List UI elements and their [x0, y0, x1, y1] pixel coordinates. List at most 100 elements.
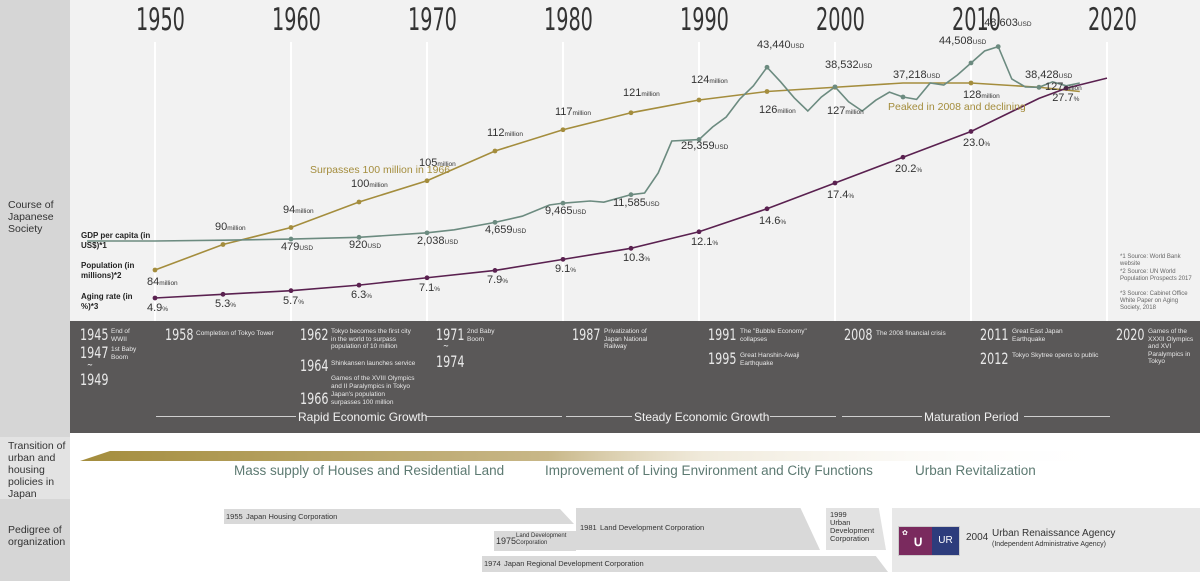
value-number: 94 [283, 203, 296, 216]
value-unit: % [570, 267, 577, 275]
gdp-value-label: 11,585USD [613, 197, 660, 209]
value-number: 4,659 [485, 224, 513, 237]
value-number: 9.1 [555, 263, 571, 276]
value-number: 112 [487, 127, 505, 139]
value-number: 5.3 [215, 298, 231, 311]
value-unit: USD [926, 73, 941, 80]
event-year: 2008 [844, 325, 873, 344]
decade-heading: 2020 [1088, 2, 1137, 38]
period-line [842, 416, 922, 417]
gdp-point [968, 60, 974, 66]
aging-series-label: Aging rate (in %)*3 [81, 292, 133, 311]
value-unit: USD [512, 228, 527, 236]
gdp-series-label: GDP per capita (in US$)*1 [81, 231, 151, 250]
aging-point [1063, 85, 1069, 91]
aging-point [764, 206, 770, 212]
period-steady-growth: Steady Economic Growth [634, 410, 770, 424]
value-unit: % [780, 218, 787, 226]
population-value-label: 90million [215, 221, 246, 233]
org-name: Urban Renaissance Agency [992, 528, 1116, 539]
gdp-value-label: 9,465USD [545, 205, 586, 217]
policy-urban-revitalization: Urban Revitalization [915, 463, 1036, 478]
org-name: Japan Housing Corporation [246, 512, 338, 521]
org-year: 1974 [484, 559, 501, 568]
gdp-value-label: 920USD [349, 239, 381, 251]
value-unit: % [712, 239, 719, 247]
gdp-value-label: 4,659USD [485, 224, 526, 236]
gdp-point [288, 236, 294, 242]
policy-arrow [80, 451, 1120, 461]
surpasses-annotation: Surpasses 100 million in 1966 [310, 164, 451, 176]
value-unit: million [981, 93, 1000, 100]
value-unit: million [504, 131, 523, 138]
population-value-label: 124million [691, 74, 728, 86]
value-unit: million [227, 224, 246, 232]
value-unit: % [230, 302, 237, 310]
gdp-point [900, 94, 906, 100]
value-number: 100 [351, 178, 370, 190]
decade-heading: 1950 [136, 2, 185, 38]
period-line [566, 416, 632, 417]
org-year: 1955 [226, 512, 243, 521]
source-note-3: *3 Source: Cabinet Office White Paper on… [1120, 291, 1188, 311]
value-unit: million [572, 109, 591, 117]
value-number: 84 [147, 276, 160, 288]
org-name: Japan Regional Development Corporation [504, 559, 644, 568]
aging-point [424, 275, 430, 281]
aging-value-label: 14.6% [759, 215, 786, 227]
period-rapid-growth: Rapid Economic Growth [298, 410, 428, 424]
org-year: 2004 [966, 532, 989, 543]
org-year: 1999 [830, 510, 847, 519]
aging-point [832, 180, 838, 186]
value-unit: USD [645, 200, 660, 208]
event-year: 2020 [1116, 325, 1145, 344]
population-point [220, 242, 226, 247]
event-year: 1962 [300, 325, 329, 344]
population-value-label: 112million [487, 127, 523, 139]
value-number: 9,465 [545, 205, 573, 218]
value-number: 43,440 [757, 39, 791, 52]
gdp-value-label: 44,508USD [939, 35, 986, 47]
org-subtitle: (Independent Administrative Agency) [992, 541, 1107, 548]
aging-value-label: 5.7% [283, 295, 304, 307]
value-number: 121 [623, 86, 642, 99]
aging-point [356, 282, 362, 288]
gdp-value-label: 38,428USD [1025, 69, 1072, 81]
policy-mass-supply: Mass supply of Houses and Residential La… [234, 463, 505, 478]
aging-point [220, 291, 226, 297]
population-point [764, 89, 770, 94]
value-unit: USD [858, 62, 873, 70]
value-number: 20.2 [895, 163, 917, 176]
value-unit: % [162, 306, 169, 313]
value-unit: USD [972, 38, 987, 46]
population-value-label: 127million [1045, 81, 1082, 93]
value-number: 17.4 [827, 189, 849, 201]
org-name: Land Development Corporation [600, 523, 705, 532]
aging-point [492, 268, 498, 273]
value-unit: USD [1058, 73, 1073, 81]
gdp-value-label: 48,603USD [984, 17, 1031, 29]
population-point [152, 267, 158, 273]
event-text: Privatization of Japan National Railway [604, 328, 648, 350]
course-label: Course of Japanese Society [8, 199, 54, 235]
population-value-label: 117million [555, 106, 591, 118]
event-year: 1971 [436, 325, 465, 344]
aging-value-label: 7.1% [419, 282, 440, 294]
event-year: 2012 [980, 349, 1009, 368]
aging-value-label: 9.1% [555, 263, 576, 275]
event-text: The "Bubble Economy" collapses [740, 328, 807, 343]
transition-label: Transition of urban and housing policies… [8, 440, 66, 500]
value-number: 4.9 [147, 302, 163, 314]
population-value-label: 105million [419, 157, 456, 169]
event-year: 1958 [165, 325, 194, 344]
value-number: 105 [419, 156, 438, 169]
org-japan-regional: 1974 Japan Regional Development Corporat… [482, 556, 888, 572]
population-value-label: 100million [351, 178, 388, 190]
population-point [492, 148, 498, 154]
event-text: 2nd Baby Boom [467, 328, 495, 343]
gdp-series-line [87, 45, 1080, 242]
event-year: 1995 [708, 349, 737, 368]
value-number: 127 [827, 105, 846, 118]
population-point [696, 97, 702, 103]
value-number: 23.0 [963, 137, 985, 150]
